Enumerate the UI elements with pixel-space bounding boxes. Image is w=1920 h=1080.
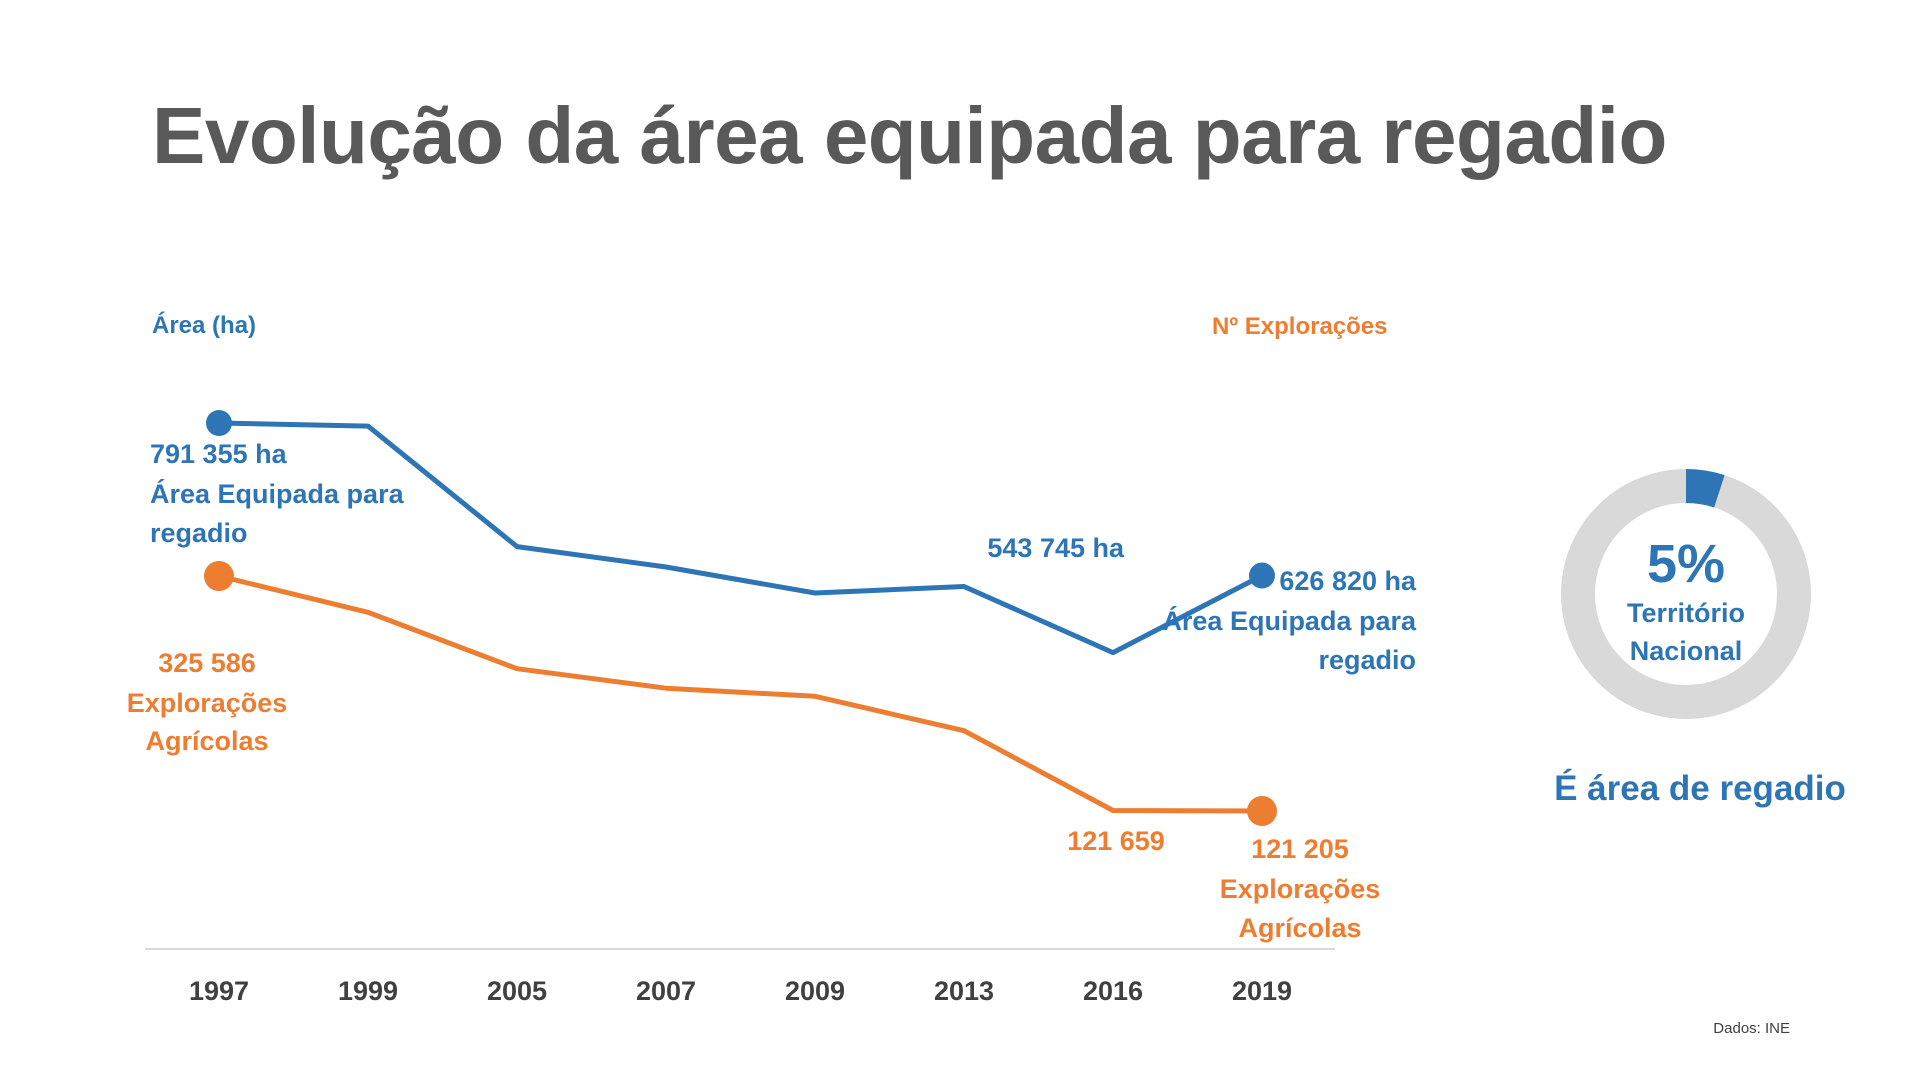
donut-chart: 5% Território Nacional É área de regadio [1554,469,1846,808]
left-axis-label: Área (ha) [152,311,256,339]
data-source: Dados: INE [1713,1020,1790,1037]
series-line-area [218,420,1264,656]
x-tick-label: 2019 [1232,976,1292,1006]
donut-center-line: Território [1627,598,1745,628]
page-title: Evolução da área equipada para regadio [152,91,1667,180]
annotation-exploracoes-end: 121 205 Explorações Agrícolas [1220,834,1381,943]
annotation-area-mid: 543 745 ha [987,533,1125,563]
annotation-line: Área Equipada para [1162,605,1417,636]
annotation-exploracoes-mid: 121 659 [1067,826,1165,856]
annotation-area-start: 791 355 ha Área Equipada para regadio [150,439,405,548]
series-marker-exploracoes [1247,796,1277,826]
donut-value: 5% [1647,534,1725,594]
annotation-line: 626 820 ha [1279,566,1417,596]
annotation-line: 121 205 [1251,834,1349,864]
annotation-area-end: 626 820 ha Área Equipada para regadio [1162,566,1417,675]
donut-center-line: Nacional [1630,636,1743,666]
x-tick-label: 2005 [487,976,547,1006]
annotation-line: Área Equipada para [150,478,405,509]
annotation-line: Explorações [127,688,288,718]
donut-track [1561,469,1811,719]
x-axis-ticks: 1997 1999 2005 2007 2009 2013 2016 2019 [189,976,1292,1006]
annotation-exploracoes-start: 325 586 Explorações Agrícolas [127,648,288,756]
series-points [204,410,1277,826]
annotation-line: 325 586 [158,648,256,678]
x-tick-label: 1999 [338,976,398,1006]
series-line-exploracoes [218,573,1263,814]
x-tick-label: 2013 [934,976,994,1006]
annotation-line: Agrícolas [1238,913,1361,943]
donut-segment [1685,469,1725,508]
annotation-line: Agrícolas [145,726,268,756]
donut-caption: É área de regadio [1554,768,1846,808]
series-marker-area [1249,562,1275,589]
x-tick-label: 2009 [785,976,845,1006]
x-tick-label: 2007 [636,976,696,1006]
annotation-line: 791 355 ha [150,439,288,469]
series-marker-exploracoes [204,561,234,591]
annotation-line: Explorações [1220,874,1381,904]
annotation-line: regadio [1318,645,1416,675]
series-marker-area [206,410,232,436]
annotation-line: regadio [150,518,248,548]
x-tick-label: 2016 [1083,976,1143,1006]
right-axis-label: Nº Explorações [1212,313,1388,340]
x-tick-label: 1997 [189,976,249,1006]
